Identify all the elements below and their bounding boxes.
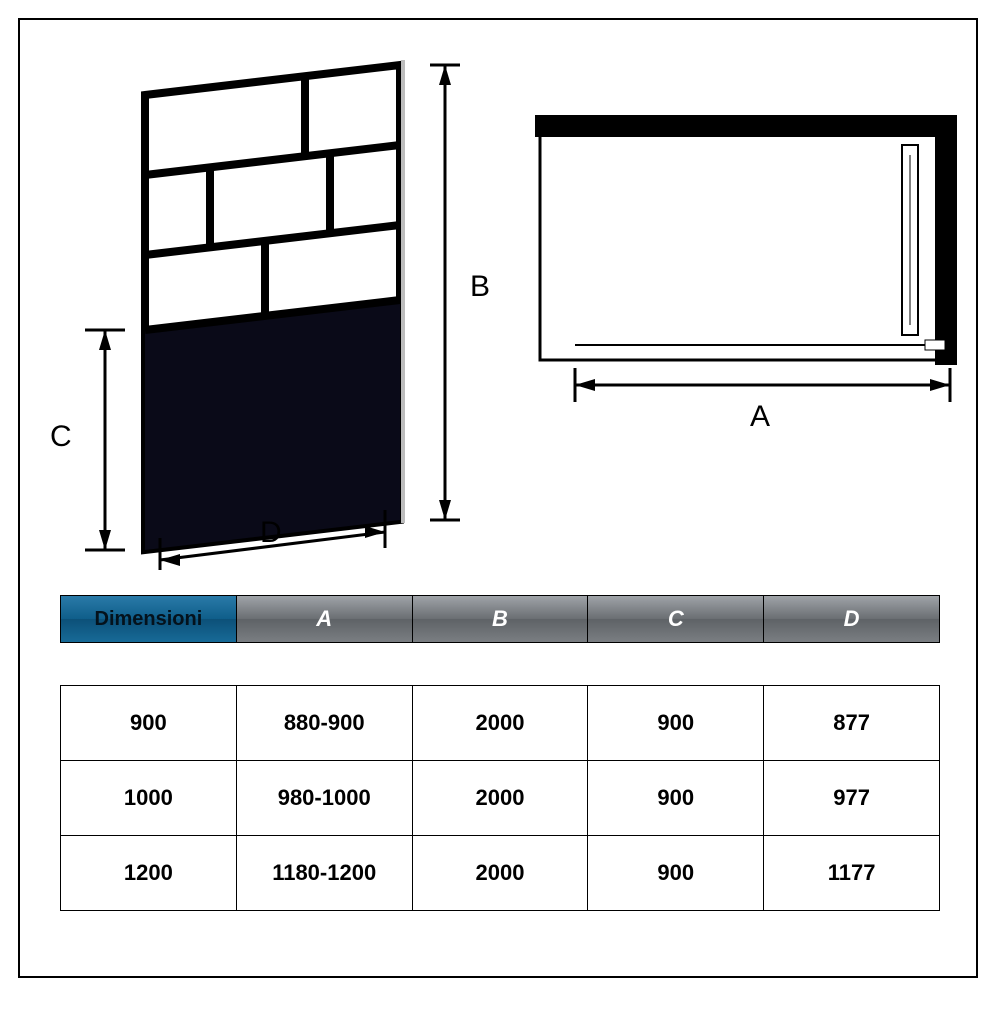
diagrams-area: B C D A [20, 20, 976, 560]
table-row: 900 880-900 2000 900 877 [61, 686, 940, 761]
page-frame: B C D A Dimensioni A [18, 18, 978, 978]
label-d: D [260, 516, 282, 550]
table-header: Dimensioni A B C D [60, 595, 940, 643]
data-table: 900 880-900 2000 900 877 1000 980-1000 2… [60, 685, 940, 911]
header-b: B [413, 596, 589, 642]
header-c: C [588, 596, 764, 642]
dimensions-table: Dimensioni A B C D 900 880-900 2000 900 … [60, 595, 940, 911]
label-c: C [50, 420, 72, 454]
panel-diagram [30, 30, 500, 570]
label-a: A [750, 400, 770, 434]
table-row: 1000 980-1000 2000 900 977 [61, 761, 940, 836]
header-dimensioni: Dimensioni [61, 596, 237, 642]
table-row: 1200 1180-1200 2000 900 1177 [61, 836, 940, 911]
label-b: B [470, 270, 490, 304]
header-d: D [764, 596, 939, 642]
header-a: A [237, 596, 413, 642]
